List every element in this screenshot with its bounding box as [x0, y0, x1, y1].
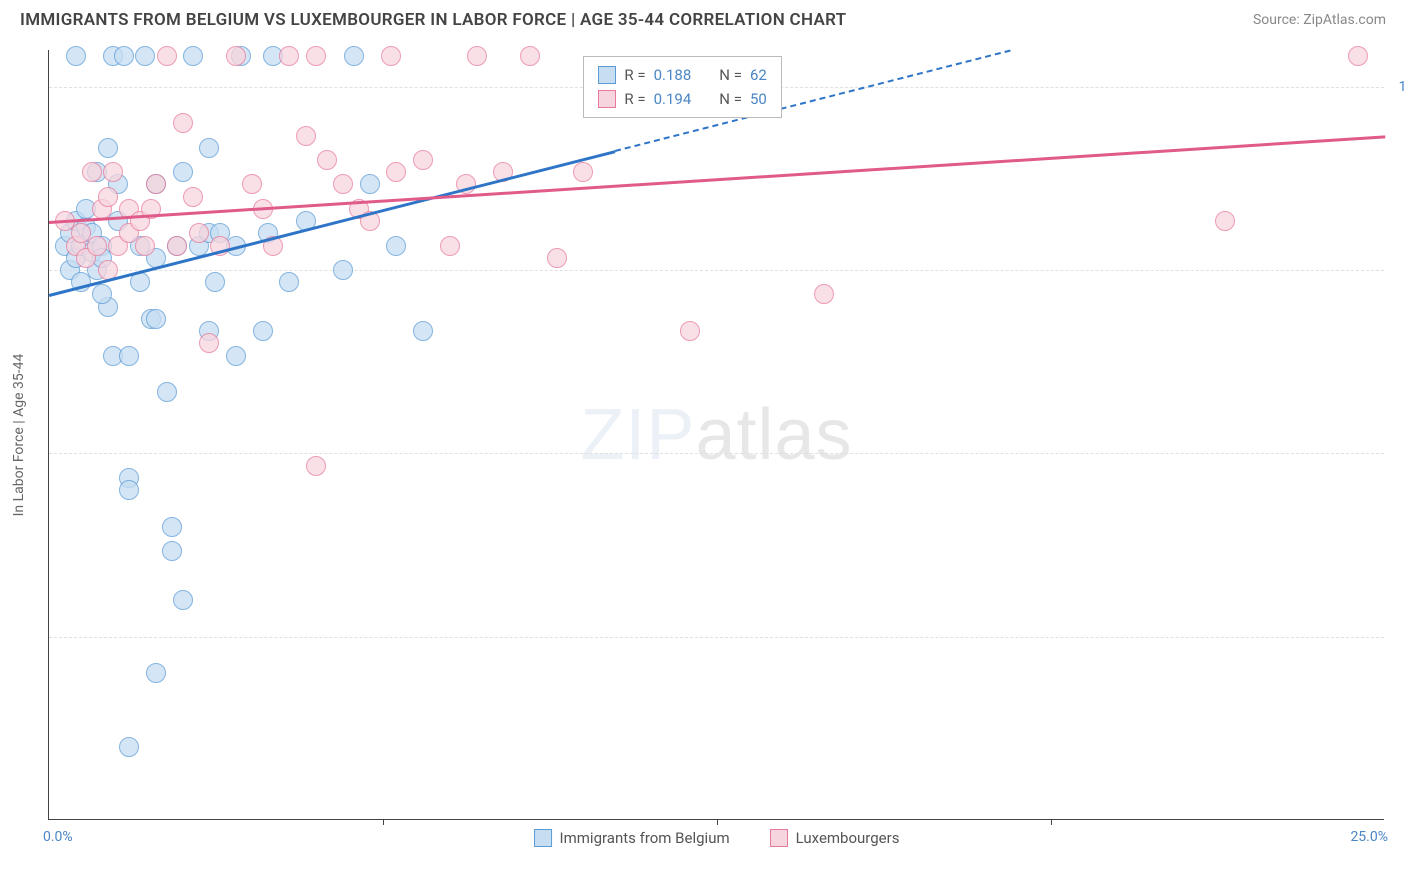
data-point [183, 46, 203, 66]
data-point [360, 174, 380, 194]
gridline-h [49, 637, 1384, 638]
y-tick-label: 55.0% [1389, 629, 1406, 645]
data-point [680, 321, 700, 341]
data-point [306, 456, 326, 476]
data-point [1348, 46, 1368, 66]
data-point [82, 162, 102, 182]
data-point [344, 46, 364, 66]
data-point [520, 46, 540, 66]
data-point [226, 46, 246, 66]
legend-swatch [598, 66, 616, 84]
data-point [226, 346, 246, 366]
data-point [98, 187, 118, 207]
data-point [66, 46, 86, 66]
data-point [386, 236, 406, 256]
data-point [173, 162, 193, 182]
legend-row: R = 0.188 N = 62 [598, 63, 766, 87]
data-point [573, 162, 593, 182]
data-point [814, 284, 834, 304]
watermark: ZIPatlas [580, 394, 852, 476]
legend-row: R = 0.194 N = 50 [598, 87, 766, 111]
legend-swatch [534, 829, 552, 847]
data-point [146, 663, 166, 683]
y-tick-label: 85.0% [1389, 262, 1406, 278]
legend-r-label: R = [624, 87, 645, 111]
y-tick-label: 100.0% [1389, 79, 1406, 95]
data-point [386, 162, 406, 182]
data-point [199, 333, 219, 353]
data-point [333, 174, 353, 194]
series-legend: Immigrants from Belgium Luxembourgers [534, 829, 900, 847]
y-tick-label: 70.0% [1389, 445, 1406, 461]
data-point [296, 126, 316, 146]
x-tick-label: 0.0% [43, 829, 73, 845]
data-point [167, 236, 187, 256]
data-point [381, 46, 401, 66]
data-point [98, 138, 118, 158]
legend-n-label: N = [719, 63, 742, 87]
data-point [114, 46, 134, 66]
x-tick-mark [383, 819, 384, 825]
data-point [183, 187, 203, 207]
x-tick-mark [717, 819, 718, 825]
data-point [173, 590, 193, 610]
legend-series-label: Luxembourgers [796, 829, 900, 847]
data-point [157, 46, 177, 66]
data-point [162, 541, 182, 561]
data-point [199, 138, 219, 158]
legend-r-value: 0.194 [654, 87, 692, 111]
data-point [279, 272, 299, 292]
gridline-h [49, 453, 1384, 454]
data-point [317, 150, 337, 170]
data-point [306, 46, 326, 66]
data-point [279, 46, 299, 66]
data-point [253, 321, 273, 341]
data-point [162, 517, 182, 537]
data-point [205, 272, 225, 292]
data-point [92, 284, 112, 304]
gridline-h [49, 270, 1384, 271]
x-tick-label: 25.0% [1350, 829, 1388, 845]
legend-item: Luxembourgers [770, 829, 900, 847]
data-point [119, 480, 139, 500]
data-point [173, 113, 193, 133]
data-point [440, 236, 460, 256]
data-point [135, 46, 155, 66]
data-point [119, 737, 139, 757]
legend-r-value: 0.188 [654, 63, 692, 87]
data-point [333, 260, 353, 280]
scatter-chart: In Labor Force | Age 35-44 ZIPatlas Immi… [48, 50, 1384, 820]
data-point [87, 236, 107, 256]
legend-item: Immigrants from Belgium [534, 829, 730, 847]
legend-n-value: 62 [750, 63, 767, 87]
chart-title: IMMIGRANTS FROM BELGIUM VS LUXEMBOURGER … [20, 10, 846, 30]
data-point [103, 162, 123, 182]
legend-n-value: 50 [750, 87, 767, 111]
data-point [146, 174, 166, 194]
data-point [135, 236, 155, 256]
data-point [242, 174, 262, 194]
data-point [119, 346, 139, 366]
correlation-legend: R = 0.188 N = 62 R = 0.194 N = 50 [583, 56, 781, 118]
data-point [157, 382, 177, 402]
data-point [146, 309, 166, 329]
data-point [1215, 211, 1235, 231]
legend-n-label: N = [719, 87, 742, 111]
legend-series-label: Immigrants from Belgium [560, 829, 730, 847]
data-point [413, 321, 433, 341]
legend-r-label: R = [624, 63, 645, 87]
source-credit: Source: ZipAtlas.com [1253, 12, 1386, 28]
data-point [413, 150, 433, 170]
data-point [189, 223, 209, 243]
legend-swatch [770, 829, 788, 847]
legend-swatch [598, 90, 616, 108]
x-tick-mark [1051, 819, 1052, 825]
data-point [467, 46, 487, 66]
data-point [547, 248, 567, 268]
y-axis-label: In Labor Force | Age 35-44 [11, 353, 27, 516]
